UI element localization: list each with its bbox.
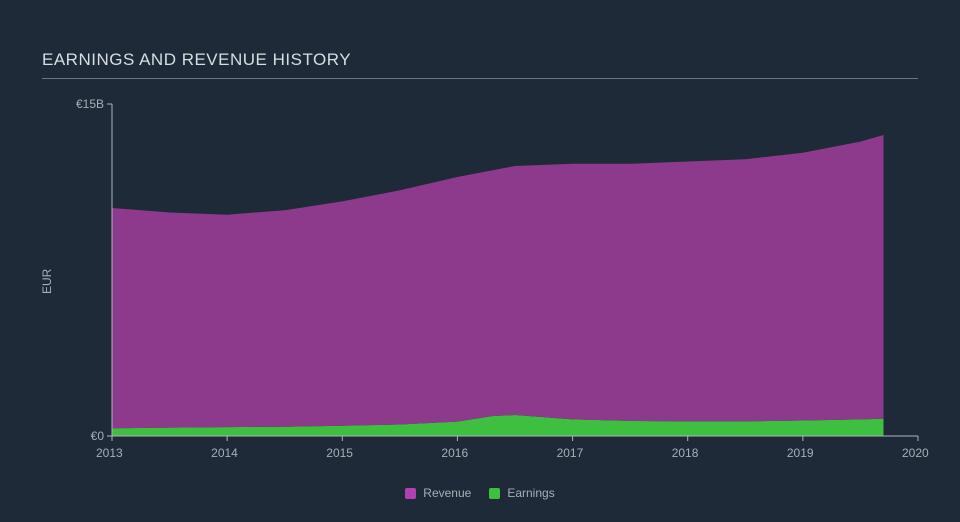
legend-label-revenue: Revenue bbox=[423, 486, 471, 500]
x-tick-label: 2018 bbox=[672, 446, 699, 460]
area-series-revenue bbox=[112, 135, 884, 428]
y-tick-label: €15B bbox=[76, 97, 104, 111]
x-tick-label: 2013 bbox=[96, 446, 123, 460]
x-tick-label: 2017 bbox=[557, 446, 584, 460]
x-tick-label: 2015 bbox=[326, 446, 353, 460]
chart-legend: Revenue Earnings bbox=[0, 486, 960, 500]
x-tick-label: 2019 bbox=[787, 446, 814, 460]
y-tick-label: €0 bbox=[91, 429, 104, 443]
area-chart-plot bbox=[0, 0, 960, 522]
x-tick-label: 2014 bbox=[211, 446, 238, 460]
legend-item-revenue: Revenue bbox=[405, 486, 471, 500]
x-tick-label: 2016 bbox=[441, 446, 468, 460]
x-tick-label: 2020 bbox=[902, 446, 929, 460]
chart-container: EARNINGS AND REVENUE HISTORY EUR €0 €15B… bbox=[0, 0, 960, 522]
legend-swatch-revenue bbox=[405, 488, 416, 499]
legend-swatch-earnings bbox=[489, 488, 500, 499]
legend-label-earnings: Earnings bbox=[507, 486, 554, 500]
legend-item-earnings: Earnings bbox=[489, 486, 554, 500]
